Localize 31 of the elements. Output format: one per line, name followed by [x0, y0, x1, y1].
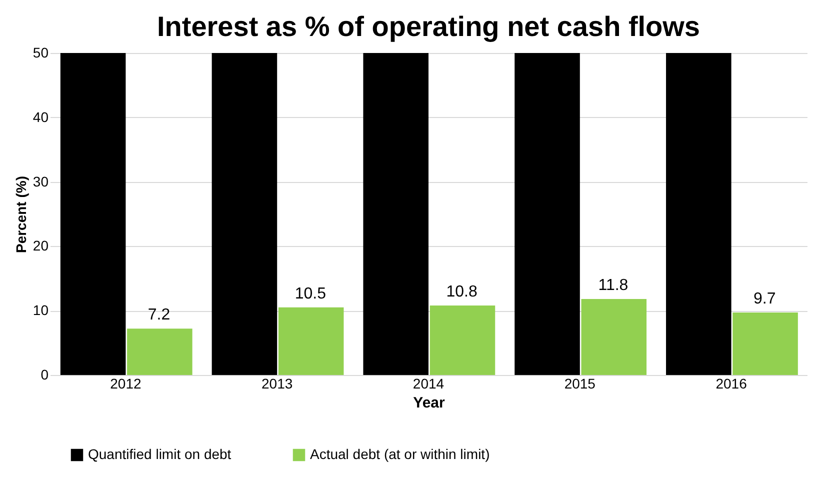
y-tick-label: 40: [32, 108, 49, 125]
bar: [732, 312, 798, 375]
data-label: 11.8: [598, 277, 628, 294]
x-tick-label: 2016: [716, 376, 748, 392]
y-tick-label: 0: [40, 366, 49, 382]
x-axis-title: Year: [413, 394, 446, 412]
y-tick-label: 20: [32, 238, 49, 254]
legend-label: Quantified limit on debt: [88, 446, 232, 462]
x-tick-label: 2014: [412, 376, 444, 392]
bar: [127, 328, 192, 375]
bar: [581, 299, 647, 375]
x-tick-label: 2012: [110, 376, 142, 392]
data-label: 9.7: [753, 290, 776, 308]
x-tick-label: 2013: [262, 376, 293, 392]
y-tick-label: 30: [32, 173, 49, 190]
y-tick-label: 50: [32, 44, 49, 60]
data-label: 10.5: [294, 285, 326, 302]
bar: [212, 53, 278, 375]
bar: [278, 307, 344, 375]
y-tick-label: 10: [32, 302, 49, 318]
data-label: 10.8: [446, 283, 478, 300]
bar: [60, 53, 126, 375]
legend-label: Actual debt (at or within limit): [310, 446, 490, 462]
x-tick-label: 2015: [564, 376, 596, 392]
chart-title: Interest as % of operating net cash flows: [156, 11, 700, 42]
bar: [363, 53, 428, 375]
bar: [430, 305, 496, 375]
bar: [666, 53, 732, 375]
y-axis-title: Percent (%): [12, 176, 29, 254]
bar: [514, 53, 580, 375]
data-label: 7.2: [148, 306, 170, 324]
